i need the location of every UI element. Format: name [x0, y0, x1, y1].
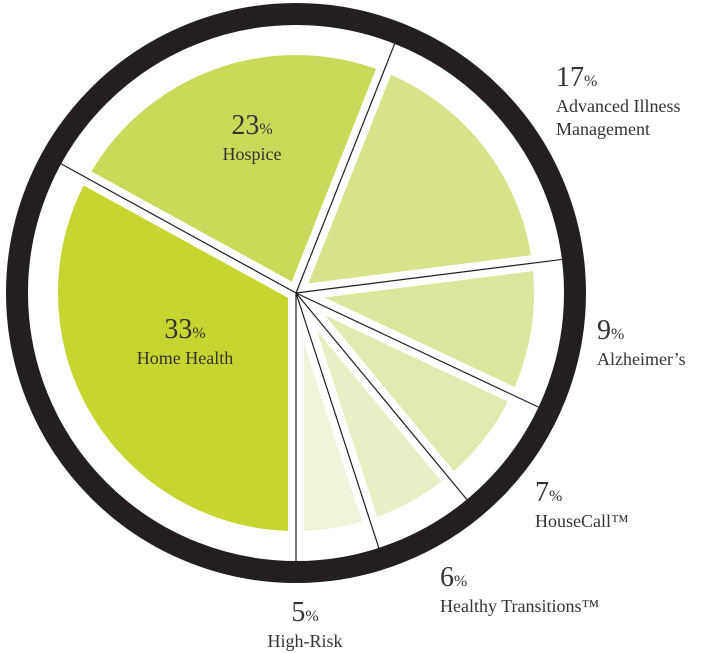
- value-number: 9: [597, 315, 611, 346]
- category-name: Alzheimer’s: [597, 349, 686, 369]
- category-name: Advanced Illness Management: [556, 96, 681, 139]
- slice-divider: [60, 163, 297, 294]
- slice-label: 33% Home Health: [85, 312, 285, 370]
- slice-label: 17% Advanced Illness Management: [556, 60, 721, 140]
- pie-slice: [72, 39, 395, 301]
- slice-label: 5% High-Risk: [245, 595, 365, 653]
- value-unit: %: [305, 608, 319, 625]
- value-unit: %: [611, 326, 625, 343]
- category-name: Home Health: [136, 348, 234, 368]
- value-unit: %: [259, 121, 273, 138]
- slice-divider: [295, 43, 396, 294]
- category-name: HouseCall™: [535, 511, 629, 531]
- pie-slice: [288, 56, 549, 301]
- slice-label: 7% HouseCall™: [535, 475, 725, 533]
- slice-divider: [295, 292, 380, 549]
- value-label: 7%: [535, 475, 725, 510]
- value-unit: %: [192, 325, 206, 342]
- value-label: 5%: [245, 595, 365, 630]
- value-unit: %: [584, 73, 598, 90]
- value-number: 7: [535, 477, 549, 508]
- value-number: 33: [164, 314, 193, 345]
- value-label: 33%: [85, 312, 285, 347]
- slice-divider: [295, 258, 562, 294]
- slice-divider: [295, 292, 468, 500]
- value-label: 17%: [556, 60, 721, 95]
- category-name: Hospice: [222, 144, 282, 164]
- category-name: Healthy Transitions™: [440, 596, 600, 616]
- value-unit: %: [549, 488, 563, 505]
- category-name: High-Risk: [267, 631, 343, 651]
- value-label: 9%: [597, 313, 727, 348]
- pie-ring: [6, 3, 586, 583]
- value-label: 6%: [440, 560, 720, 595]
- value-number: 5: [291, 597, 306, 628]
- value-label: 23%: [152, 108, 352, 143]
- slice-divider: [295, 292, 539, 408]
- slice-label: 9% Alzheimer’s: [597, 313, 727, 371]
- slice-label: 6% Healthy Transitions™: [440, 560, 720, 618]
- value-number: 17: [556, 62, 584, 93]
- value-number: 23: [231, 110, 260, 141]
- value-unit: %: [454, 573, 468, 590]
- value-number: 6: [440, 562, 454, 593]
- slice-label: 23% Hospice: [152, 108, 352, 166]
